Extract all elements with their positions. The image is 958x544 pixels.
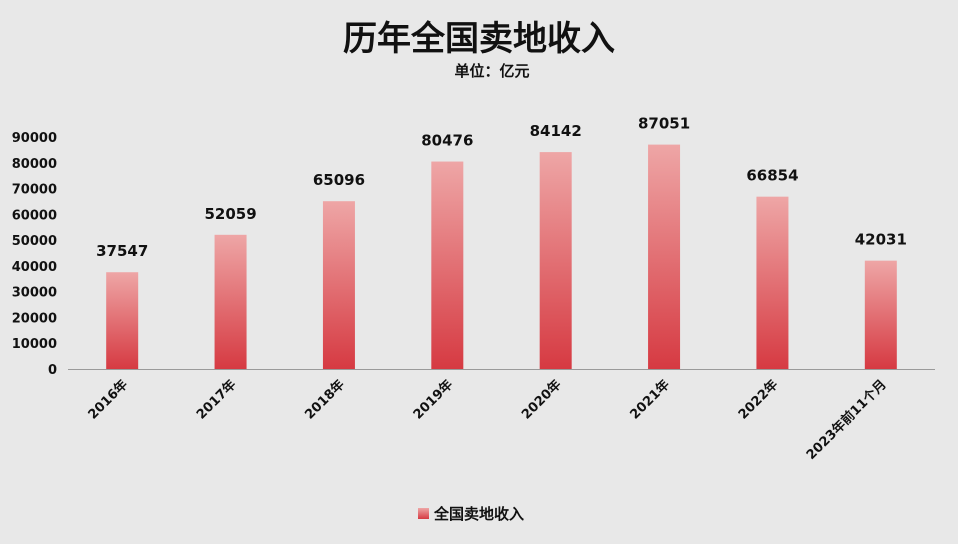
x-tick-label: 2022年: [735, 377, 781, 423]
legend-swatch: [418, 508, 429, 519]
bar: [322, 201, 355, 369]
x-tick-label: 2021年: [627, 377, 673, 423]
legend-label: 全国卖地收入: [433, 505, 524, 523]
data-label: 65096: [313, 171, 365, 189]
data-label: 80476: [421, 132, 473, 150]
y-tick-label: 90000: [12, 131, 57, 146]
x-tick-label: 2020年: [518, 377, 564, 423]
chart-subtitle: 单位：亿元: [454, 62, 529, 80]
bar: [214, 234, 247, 369]
chart-title: 历年全国卖地收入: [343, 19, 615, 59]
bar: [431, 161, 464, 369]
data-label: 52059: [204, 205, 256, 223]
y-tick-label: 40000: [12, 260, 57, 275]
bar: [648, 144, 681, 369]
bar: [864, 260, 897, 369]
data-label: 37547: [96, 242, 148, 260]
x-tick-label: 2018年: [302, 377, 348, 423]
y-tick-label: 10000: [12, 337, 57, 352]
bar: [539, 152, 572, 369]
x-tick-label: 2023年前11个月: [803, 377, 889, 463]
y-tick-label: 20000: [12, 311, 57, 326]
x-tick-label: 2016年: [85, 377, 131, 423]
x-tick-label: 2019年: [410, 377, 456, 423]
y-tick-label: 60000: [12, 208, 57, 223]
x-tick-label: 2017年: [193, 377, 239, 423]
y-tick-label: 80000: [12, 157, 57, 172]
y-axis: 0 10000 20000 30000 40000 50000 60000 70000 8000…: [12, 131, 57, 378]
x-axis: 2016年 2017年 2018年 2019年 2020年 2021年 2022年 2023年…: [68, 369, 935, 463]
y-tick-label: 70000: [12, 183, 57, 198]
data-label: 87051: [638, 115, 690, 133]
y-tick-label: 0: [48, 363, 57, 378]
data-label: 42031: [855, 231, 907, 249]
bars: 37547 52059 65096 80476 84142 87051 66854 42031: [96, 115, 907, 369]
data-label: 84142: [530, 122, 582, 140]
bar: [756, 196, 789, 369]
legend: 全国卖地收入: [418, 505, 524, 523]
y-tick-label: 30000: [12, 286, 57, 301]
y-tick-label: 50000: [12, 234, 57, 249]
bar: [106, 272, 139, 369]
data-label: 66854: [746, 167, 798, 185]
